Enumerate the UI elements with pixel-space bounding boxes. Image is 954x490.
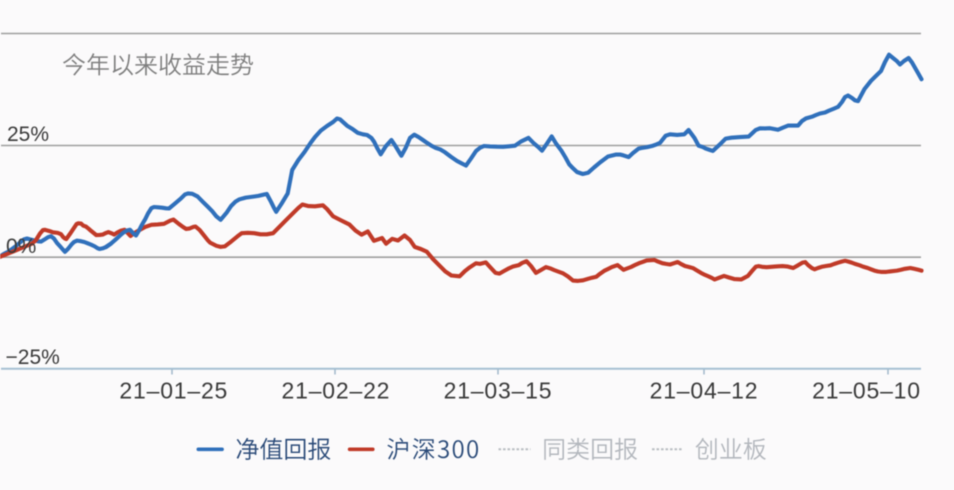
svg-text:−25%: −25% — [6, 346, 60, 369]
svg-text:25%: 25% — [7, 123, 49, 146]
svg-text:21–01–25: 21–01–25 — [119, 378, 228, 404]
svg-text:21–05–10: 21–05–10 — [812, 378, 921, 404]
svg-text:21–04–12: 21–04–12 — [650, 378, 759, 404]
svg-text:21–03–15: 21–03–15 — [444, 378, 553, 404]
svg-text:21–02–22: 21–02–22 — [282, 378, 391, 404]
svg-text:0%: 0% — [6, 235, 36, 258]
